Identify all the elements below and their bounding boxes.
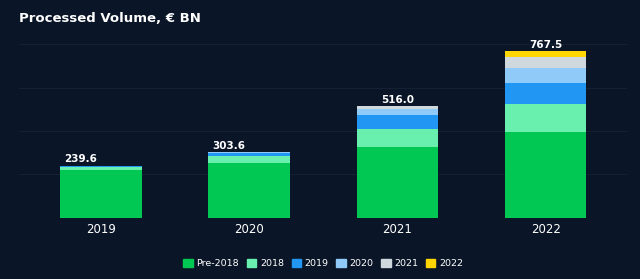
- Text: 767.5: 767.5: [529, 40, 563, 50]
- Text: 239.6: 239.6: [64, 154, 97, 164]
- Bar: [356, 106, 438, 109]
- Bar: [60, 170, 141, 218]
- Bar: [60, 167, 141, 170]
- Bar: [505, 57, 586, 68]
- Bar: [356, 116, 438, 129]
- Bar: [356, 129, 438, 146]
- Bar: [505, 132, 586, 218]
- Bar: [505, 104, 586, 132]
- Bar: [356, 109, 438, 116]
- Bar: [505, 51, 586, 57]
- Bar: [208, 153, 290, 156]
- Bar: [208, 163, 290, 218]
- Bar: [356, 146, 438, 218]
- Bar: [60, 166, 141, 167]
- Text: 303.6: 303.6: [212, 141, 245, 151]
- Legend: Pre-2018, 2018, 2019, 2020, 2021, 2022: Pre-2018, 2018, 2019, 2020, 2021, 2022: [180, 255, 467, 272]
- Bar: [505, 68, 586, 83]
- Text: Processed Volume, € BN: Processed Volume, € BN: [19, 12, 201, 25]
- Bar: [208, 156, 290, 163]
- Text: 516.0: 516.0: [381, 95, 414, 105]
- Bar: [208, 152, 290, 153]
- Bar: [505, 83, 586, 104]
